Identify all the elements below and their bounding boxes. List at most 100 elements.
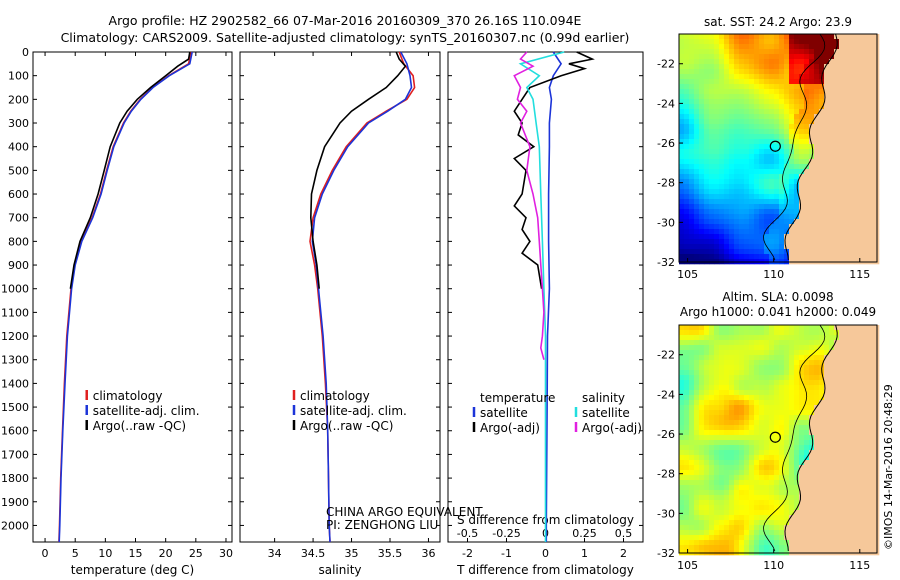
- sla-cell: [754, 340, 760, 346]
- sst-cell: [709, 184, 715, 190]
- sst-cell: [824, 254, 830, 260]
- sst-cell: [679, 84, 685, 90]
- sla-cell: [704, 365, 710, 371]
- sst-cell: [704, 94, 710, 100]
- sla-cell: [724, 375, 730, 381]
- sla-cell: [804, 340, 810, 346]
- sla-cell: [739, 455, 745, 461]
- sla-cell: [789, 390, 795, 396]
- sla-cell: [784, 340, 790, 346]
- sla-cell: [714, 405, 720, 411]
- sla-cell: [844, 400, 850, 406]
- sst-cell: [754, 194, 760, 200]
- sst-cell: [719, 69, 725, 75]
- sla-cell: [814, 375, 820, 381]
- sst-cell: [834, 164, 840, 170]
- sst-cell: [824, 219, 830, 225]
- sst-cell: [814, 189, 820, 195]
- sla-cell: [844, 385, 850, 391]
- sst-cell: [779, 84, 785, 90]
- sla-cell: [784, 420, 790, 426]
- sla-cell: [794, 475, 800, 481]
- sla-cell: [794, 490, 800, 496]
- sla-cell: [779, 505, 785, 511]
- sst-cell: [834, 74, 840, 80]
- sla-cell: [789, 540, 795, 546]
- sla-cell: [719, 490, 725, 496]
- sla-cell: [739, 380, 745, 386]
- sst-cell: [869, 229, 875, 235]
- sla-cell: [809, 455, 815, 461]
- sla-cell: [854, 470, 860, 476]
- sla-cell: [864, 520, 870, 526]
- sst-cell: [749, 144, 755, 150]
- sla-cell: [844, 425, 850, 431]
- sla-cell: [689, 340, 695, 346]
- sla-cell: [779, 515, 785, 521]
- sst-cell: [729, 189, 735, 195]
- sla-cell: [739, 415, 745, 421]
- sst-cell: [779, 39, 785, 45]
- sst-cell: [754, 139, 760, 145]
- sla-cell: [704, 520, 710, 526]
- sla-cell: [859, 545, 865, 551]
- sst-cell: [704, 189, 710, 195]
- sla-cell: [769, 425, 775, 431]
- sst-cell: [699, 149, 705, 155]
- sla-cell: [724, 430, 730, 436]
- sst-cell: [854, 74, 860, 80]
- sst-cell: [809, 194, 815, 200]
- sla-cell: [794, 340, 800, 346]
- sla-cell: [714, 430, 720, 436]
- sla-cell: [844, 460, 850, 466]
- sst-cell: [814, 89, 820, 95]
- sst-cell: [684, 149, 690, 155]
- sst-cell: [719, 104, 725, 110]
- sla-cell: [804, 435, 810, 441]
- sst-cell: [744, 214, 750, 220]
- sst-cell: [729, 244, 735, 250]
- sla-cell: [779, 490, 785, 496]
- sst-cell: [834, 144, 840, 150]
- sst-cell: [769, 54, 775, 60]
- sst-cell: [714, 159, 720, 165]
- sst-cell: [739, 134, 745, 140]
- sst-cell: [814, 49, 820, 55]
- sla-cell: [709, 500, 715, 506]
- sla-cell: [794, 500, 800, 506]
- sst-cell: [834, 234, 840, 240]
- sla-cell: [729, 490, 735, 496]
- sst-cell: [864, 74, 870, 80]
- sst-cell: [749, 64, 755, 70]
- sla-cell: [804, 470, 810, 476]
- sla-cell: [719, 500, 725, 506]
- sla-cell: [829, 405, 835, 411]
- sla-cell: [819, 515, 825, 521]
- sst-cell: [869, 44, 875, 50]
- sla-cell: [714, 330, 720, 336]
- sst-cell: [759, 129, 765, 135]
- sst-cell: [754, 214, 760, 220]
- sla-cell: [809, 545, 815, 551]
- sst-cell: [684, 189, 690, 195]
- sst-cell: [734, 79, 740, 85]
- sst-cell: [854, 144, 860, 150]
- sst-cell: [754, 229, 760, 235]
- sst-cell: [799, 149, 805, 155]
- sla-cell: [849, 450, 855, 456]
- sla-cell: [834, 500, 840, 506]
- sla-cell: [859, 385, 865, 391]
- sla-cell: [824, 395, 830, 401]
- sst-cell: [824, 109, 830, 115]
- sla-cell: [799, 535, 805, 541]
- sla-cell: [819, 445, 825, 451]
- sla-cell: [819, 520, 825, 526]
- sst-cell: [814, 79, 820, 85]
- sla-cell: [709, 380, 715, 386]
- sla-cell: [789, 340, 795, 346]
- sla-cell: [764, 350, 770, 356]
- sla-cell: [689, 410, 695, 416]
- legend-heading: salinity: [582, 391, 625, 405]
- sla-cell: [679, 405, 685, 411]
- sla-cell: [849, 500, 855, 506]
